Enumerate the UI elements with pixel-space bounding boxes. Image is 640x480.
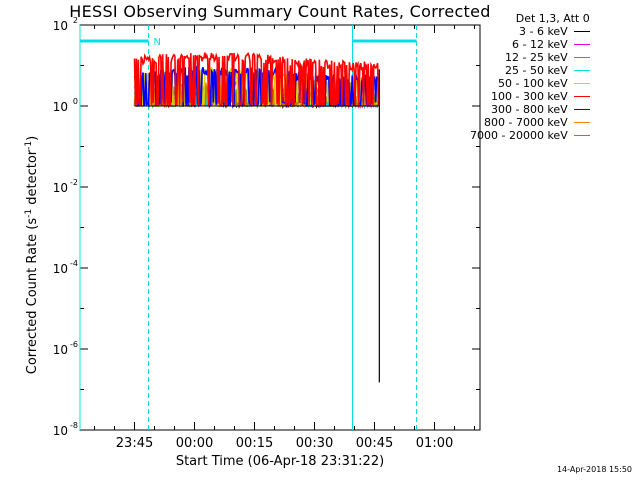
legend-item: 800 - 7000 keV (470, 116, 590, 129)
x-axis-label: Start Time (06-Apr-18 23:31:22) (175, 454, 385, 469)
y-tick-label: 10 (53, 343, 68, 357)
legend-swatch (573, 135, 590, 136)
legend-item: 25 - 50 keV (470, 64, 590, 77)
legend-item: 6 - 12 keV (470, 38, 590, 51)
legend-item: 7000 - 20000 keV (470, 129, 590, 142)
x-tick-label: 00:30 (296, 436, 333, 451)
x-tick-label: 01:00 (416, 436, 453, 451)
legend-label: 7000 - 20000 keV (470, 129, 568, 142)
y-tick-label: 10 (53, 181, 68, 195)
x-tick-label: 00:45 (356, 436, 393, 451)
y-tick-exponent: -2 (70, 178, 78, 187)
legend-item: 12 - 25 keV (470, 51, 590, 64)
legend-swatch (573, 31, 590, 32)
chart-title: HESSI Observing Summary Count Rates, Cor… (69, 2, 491, 21)
legend-swatch (573, 70, 590, 71)
y-tick-exponent: 0 (73, 97, 78, 106)
legend-label: 100 - 300 keV (490, 90, 568, 103)
x-tick-label: 23:45 (116, 436, 153, 451)
legend-item: 3 - 6 keV (470, 25, 590, 38)
y-axis-label: Corrected Count Rate (s-1 detector-1) (23, 135, 41, 375)
legend-swatch (573, 109, 590, 110)
legend-label: 25 - 50 keV (504, 64, 568, 77)
legend-header: Det 1,3, Att 0 (515, 12, 590, 25)
y-tick-exponent: -4 (70, 259, 78, 268)
legend-item: 50 - 100 keV (470, 77, 590, 90)
y-tick-label: 10 (53, 262, 68, 276)
legend-label: 12 - 25 keV (504, 51, 568, 64)
legend-swatch (573, 122, 590, 123)
legend-label: 50 - 100 keV (497, 77, 568, 90)
night-label: N (154, 37, 161, 48)
legend: Det 1,3, Att 0 3 - 6 keV 6 - 12 keV 12 - 2… (470, 12, 590, 142)
timestamp: 14-Apr-2018 15:50 (556, 465, 632, 474)
x-tick-label: 00:00 (176, 436, 213, 451)
legend-label: 300 - 800 keV (490, 103, 568, 116)
y-tick-label: 10 (53, 424, 68, 438)
legend-label: 3 - 6 keV (518, 25, 568, 38)
legend-label: 800 - 7000 keV (483, 116, 568, 129)
legend-swatch (573, 83, 590, 84)
x-tick-label: 00:15 (236, 436, 273, 451)
y-tick-exponent: -8 (70, 421, 78, 430)
y-tick-exponent: -6 (70, 340, 78, 349)
y-tick-label: 10 (53, 100, 68, 114)
legend-item: 300 - 800 keV (470, 103, 590, 116)
legend-swatch (573, 44, 590, 45)
legend-swatch (573, 96, 590, 97)
legend-swatch (573, 57, 590, 58)
y-tick-label: 10 (53, 19, 68, 33)
legend-item: 100 - 300 keV (470, 90, 590, 103)
legend-label: 6 - 12 keV (511, 38, 568, 51)
y-tick-exponent: 2 (73, 16, 78, 25)
series-line (133, 51, 380, 109)
